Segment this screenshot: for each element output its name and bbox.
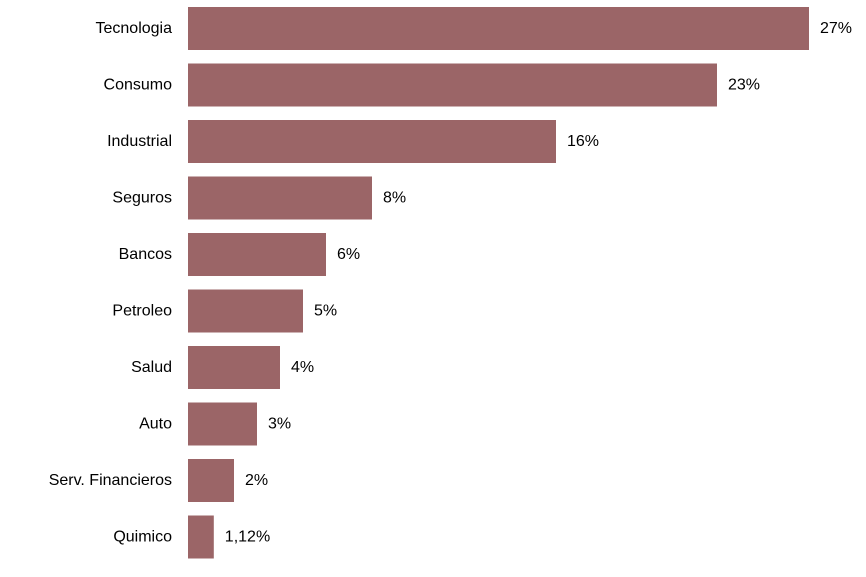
category-label-6: Salud: [131, 359, 172, 376]
value-label-4: 6%: [337, 246, 360, 263]
category-label-7: Auto: [139, 416, 172, 433]
category-label-5: Petroleo: [112, 303, 172, 320]
bar-5: [188, 289, 303, 333]
bar-4: [188, 233, 326, 276]
category-label-8: Serv. Financieros: [49, 472, 172, 489]
bar-9: [188, 515, 214, 559]
value-label-3: 8%: [383, 190, 406, 207]
category-label-4: Bancos: [119, 246, 172, 263]
bar-6: [188, 346, 280, 389]
category-label-0: Tecnologia: [96, 20, 173, 37]
bar-3: [188, 176, 372, 220]
value-label-1: 23%: [728, 77, 760, 94]
category-label-3: Seguros: [112, 190, 172, 207]
bar-1: [188, 63, 717, 107]
value-label-2: 16%: [567, 133, 599, 150]
value-label-5: 5%: [314, 303, 337, 320]
value-label-9: 1,12%: [225, 529, 270, 546]
bar-0: [188, 7, 809, 50]
bar-7: [188, 402, 257, 446]
bar-2: [188, 120, 556, 163]
category-label-2: Industrial: [107, 133, 172, 150]
value-label-8: 2%: [245, 472, 268, 489]
value-label-0: 27%: [820, 20, 852, 37]
category-label-1: Consumo: [104, 77, 173, 94]
value-label-6: 4%: [291, 359, 314, 376]
bar-8: [188, 459, 234, 502]
category-label-9: Quimico: [113, 529, 172, 546]
value-label-7: 3%: [268, 416, 291, 433]
